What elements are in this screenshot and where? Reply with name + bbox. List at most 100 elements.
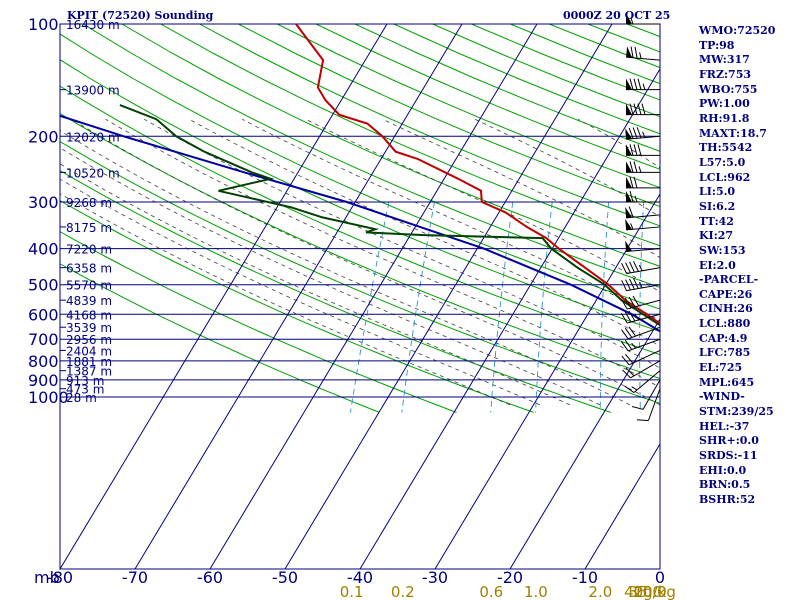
wind-barb-half [631, 342, 636, 349]
wind-barb-pennant [626, 46, 633, 58]
height-label: 5570 m [66, 279, 112, 293]
height-label: 4839 m [66, 294, 112, 308]
wind-barb-full [633, 78, 638, 90]
mixing-ratio-label: 0.2 [391, 583, 415, 600]
wind-barb-full [636, 127, 642, 139]
height-label: 1387 m [66, 365, 112, 379]
dry-adiabat [120, 24, 660, 267]
temperature-tick-label: -70 [122, 568, 148, 587]
wind-barb-full [629, 176, 634, 189]
temperature-trace [295, 24, 660, 325]
wind-barb [626, 46, 661, 61]
dry-adiabat [60, 85, 660, 356]
moist-adiabat [60, 130, 631, 406]
wind-barb-full [637, 103, 642, 115]
wind-barb-full [625, 367, 635, 377]
index-entry: MPL:645 [699, 375, 755, 389]
moist-adiabat [144, 118, 660, 369]
wind-barb [621, 326, 661, 340]
pressure-label: 900 [28, 371, 59, 390]
isotherm [209, 23, 538, 570]
wind-barb-half [642, 131, 646, 138]
wind-barb-full [624, 339, 633, 350]
wind-barb-full [628, 206, 634, 218]
moist-adiabat [382, 118, 660, 259]
profiles [60, 24, 660, 333]
wind-barb-staff [633, 370, 661, 393]
pressure-label: 600 [28, 305, 59, 324]
index-entry: TT:42 [699, 214, 734, 228]
wind-barb [621, 260, 661, 275]
wind-barb-staff [626, 56, 661, 61]
pressure-label: 400 [28, 240, 59, 259]
pressure-label: 100 [28, 15, 59, 34]
index-entry: RH:91.8 [699, 111, 750, 125]
wind-barb [636, 388, 661, 422]
wind-barb-full [633, 161, 638, 173]
index-entry: PW:1.00 [699, 97, 750, 111]
wind-barb-full [625, 354, 634, 364]
dry-adiabat [60, 231, 457, 413]
mixing-ratio-label: 40g/kg [624, 583, 676, 600]
mixing-ratio-label: 0.1 [340, 583, 364, 600]
wind-barb [626, 144, 660, 156]
mixing-ratio-label: 1.0 [524, 583, 548, 600]
mixing-ratio-line [490, 201, 514, 413]
wind-barb [624, 370, 661, 393]
temperature-tick-label: -50 [272, 568, 298, 587]
index-entry: -PARCEL- [699, 273, 759, 287]
wind-barb-full [621, 329, 629, 340]
mixing-ratio-line [535, 201, 553, 413]
dry-adiabat [276, 24, 660, 189]
parcel-trace [60, 114, 660, 333]
wind-barb [622, 360, 661, 379]
mixing-ratio-label: 5.0 [638, 583, 662, 600]
height-label: 3539 m [66, 321, 112, 335]
mixing-ratio-line [689, 202, 694, 412]
wind-barb [625, 218, 661, 231]
temperature-tick-label: -60 [197, 568, 223, 587]
wind-barb-half [630, 17, 634, 25]
dry-adiabat [60, 140, 660, 404]
wind-barb-staff [627, 299, 661, 310]
wind-barb-full [629, 103, 634, 115]
index-entry: KI:27 [699, 229, 734, 243]
index-entry: SI:6.2 [699, 199, 736, 213]
dry-adiabat [60, 33, 660, 310]
wind-barb-pennant [626, 190, 632, 202]
valid-time: 0000Z 20 OCT 25 [563, 9, 671, 22]
index-entry: CAP:4.9 [699, 331, 748, 345]
wind-barb [626, 161, 660, 173]
temperature-tick-label: -10 [572, 568, 598, 587]
wind-barb-pennant [626, 78, 632, 90]
index-entry: WMO:72520 [699, 24, 776, 37]
index-entry: EI:2.0 [699, 258, 736, 272]
index-entry: L57:5.0 [699, 155, 746, 169]
wind-barb-full [632, 295, 640, 307]
mixing-ratio-line [599, 201, 610, 413]
wind-barb-staff [628, 349, 661, 366]
index-entry: WBO:755 [699, 82, 758, 96]
pressure-label: 200 [28, 127, 59, 146]
dry-adiabat [159, 24, 660, 247]
pressure-label: 700 [28, 330, 59, 349]
height-label: 473 m [66, 383, 104, 397]
height-label: 7220 m [66, 243, 112, 257]
height-label: 16430 m [66, 18, 120, 32]
station-title: KPIT (72520) Sounding [67, 9, 214, 22]
index-entry: EL:725 [699, 361, 743, 375]
temperature-tick-label: -40 [347, 568, 373, 587]
index-entry: FRZ:753 [699, 67, 752, 81]
temperature-tick-label: -80 [47, 568, 73, 587]
height-label: 1881 m [66, 355, 112, 369]
height-label: 2956 m [66, 333, 112, 347]
wind-barb-half [639, 52, 642, 59]
index-entry: TH:5542 [699, 141, 753, 155]
index-entry: STM:239/25 [699, 405, 774, 419]
index-entry: MAXT:18.7 [699, 126, 767, 140]
wind-barb-full [629, 78, 634, 90]
wind-barb-pennant [626, 161, 632, 173]
dry-adiabat [237, 24, 660, 208]
